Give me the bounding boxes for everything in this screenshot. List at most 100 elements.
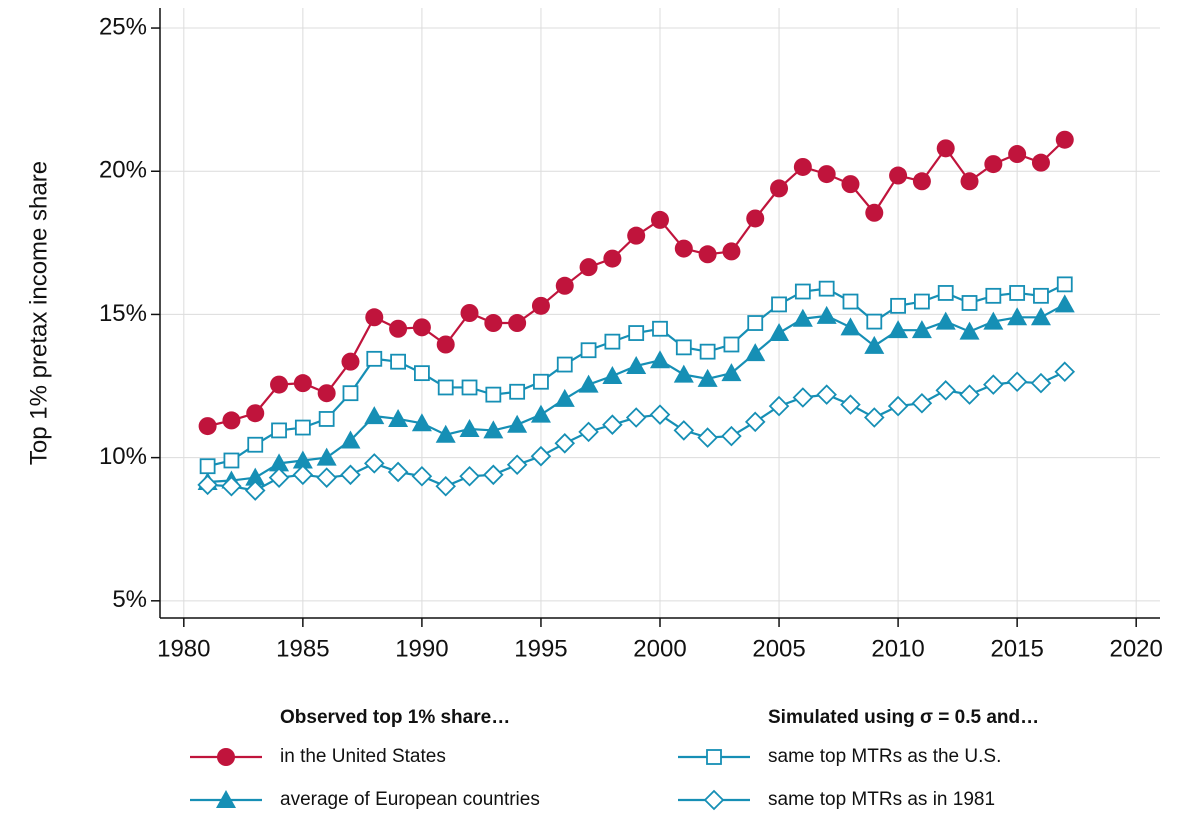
data-point xyxy=(721,363,742,382)
data-point xyxy=(556,356,573,373)
data-point xyxy=(911,320,932,339)
data-point xyxy=(984,155,1003,174)
data-point xyxy=(365,308,384,327)
data-point xyxy=(792,308,813,327)
data-point xyxy=(816,305,837,324)
data-point xyxy=(771,296,787,313)
data-point xyxy=(366,350,383,367)
data-point xyxy=(817,165,836,184)
data-point xyxy=(269,453,290,472)
data-point xyxy=(340,430,361,449)
data-point xyxy=(531,296,550,315)
data-point xyxy=(435,475,456,497)
series-line xyxy=(207,370,1066,492)
data-point xyxy=(983,311,1004,330)
data-point xyxy=(411,413,432,432)
data-point xyxy=(864,335,885,354)
data-point xyxy=(411,465,433,487)
data-point xyxy=(697,427,718,448)
data-point xyxy=(723,336,740,353)
data-point xyxy=(603,249,622,268)
data-point xyxy=(890,297,906,314)
data-point xyxy=(460,304,479,322)
data-point xyxy=(959,384,980,405)
data-point xyxy=(1030,307,1051,326)
series-line xyxy=(207,283,1066,468)
x-tick-label: 2015 xyxy=(990,635,1043,662)
data-point xyxy=(866,313,883,330)
data-point xyxy=(1008,145,1027,164)
data-point xyxy=(816,384,837,405)
data-point xyxy=(840,317,861,336)
data-point xyxy=(769,323,790,342)
data-point xyxy=(364,406,385,425)
data-point xyxy=(222,411,241,430)
data-point xyxy=(1054,361,1076,382)
data-point xyxy=(316,447,337,466)
data-point xyxy=(246,404,265,423)
data-point xyxy=(985,287,1002,304)
x-tick-label: 2020 xyxy=(1109,635,1162,662)
data-point xyxy=(959,321,980,340)
data-point xyxy=(507,414,528,433)
data-point xyxy=(387,461,409,483)
x-tick-label: 2005 xyxy=(752,635,805,662)
data-point xyxy=(555,276,574,295)
legend-label: same top MTRs as the U.S. xyxy=(768,746,1001,767)
legend-marker xyxy=(706,749,722,765)
data-point xyxy=(652,320,668,337)
data-point xyxy=(602,414,623,435)
data-point xyxy=(864,407,885,428)
data-point xyxy=(414,365,430,382)
legend-label: average of European countries xyxy=(280,789,540,810)
data-point xyxy=(435,424,456,443)
data-point xyxy=(840,394,861,415)
data-point xyxy=(889,166,908,185)
data-point xyxy=(649,404,671,425)
legend-label: in the United States xyxy=(280,746,446,767)
data-point xyxy=(412,318,431,337)
data-point xyxy=(436,335,455,354)
data-point xyxy=(245,467,266,486)
data-point xyxy=(388,408,409,427)
data-point xyxy=(697,368,718,387)
data-point xyxy=(579,258,598,277)
data-point xyxy=(318,411,335,427)
data-point xyxy=(341,352,360,371)
legend-marker xyxy=(217,748,235,766)
data-point xyxy=(1054,294,1075,313)
data-point xyxy=(961,295,978,311)
data-point xyxy=(247,436,264,453)
data-point xyxy=(271,422,287,439)
data-point xyxy=(530,404,551,423)
data-point xyxy=(459,418,480,437)
data-point xyxy=(936,139,955,158)
x-tick-label: 2010 xyxy=(871,635,924,662)
data-point xyxy=(197,474,218,496)
data-point xyxy=(628,325,645,341)
data-point xyxy=(221,475,242,497)
data-point xyxy=(533,373,549,390)
data-point xyxy=(484,314,503,333)
y-tick-label: 10% xyxy=(99,443,147,470)
data-point xyxy=(865,203,884,222)
data-point xyxy=(340,464,361,486)
data-point xyxy=(602,366,623,385)
data-point xyxy=(887,395,909,417)
data-point xyxy=(699,343,716,360)
data-point xyxy=(437,379,454,396)
data-point xyxy=(506,454,528,476)
legend-title: Simulated using σ = 0.5 and… xyxy=(768,707,1039,728)
x-tick-label: 1985 xyxy=(276,635,329,662)
data-point xyxy=(818,280,835,297)
data-point xyxy=(935,380,956,401)
data-point xyxy=(937,285,954,301)
data-point xyxy=(1055,130,1074,149)
x-tick-label: 1990 xyxy=(395,635,448,662)
data-point xyxy=(459,465,480,487)
data-point xyxy=(888,320,909,339)
data-point xyxy=(1006,371,1028,393)
legend-marker xyxy=(703,789,725,811)
data-point xyxy=(935,311,956,330)
